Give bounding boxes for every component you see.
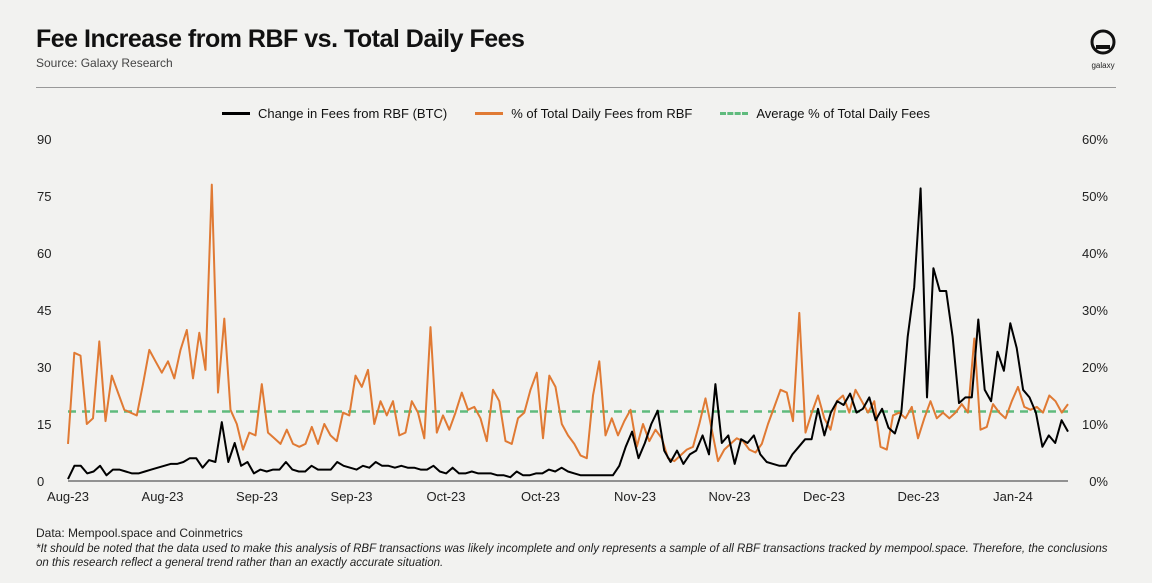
y-right-tick-label: 40% [1082,246,1108,261]
y-right-tick-label: 20% [1082,360,1108,375]
legend-swatch-avg [720,112,749,115]
y-left-tick-label: 60 [37,246,51,261]
line-chart: 0 15 30 45 60 75 90 0% 10% 20% 30% 40% 50% 60% Aug-23 A… [37,132,1108,504]
x-tick-label: Nov-23 [709,489,751,504]
y-right-tick-label: 30% [1082,303,1108,318]
y-left-tick-label: 30 [37,360,51,375]
galaxy-logo: galaxy [1089,29,1117,70]
chart-subtitle: Source: Galaxy Research [36,56,173,70]
y-left-tick-label: 15 [37,417,51,432]
logo-text: galaxy [1091,61,1115,70]
legend-item-pct: % of Total Daily Fees from RBF [475,106,692,121]
legend-label-avg: Average % of Total Daily Fees [756,106,931,121]
x-tick-label: Dec-23 [898,489,940,504]
data-source: Data: Mempool.space and Coinmetrics [36,526,243,540]
series-line-btc [67,187,1069,480]
y-left-tick-label: 0 [37,474,44,489]
legend-item-avg: Average % of Total Daily Fees [720,106,930,121]
y-right-tick-label: 50% [1082,189,1108,204]
y-left-tick-label: 45 [37,303,51,318]
legend-swatch-btc [221,112,250,115]
x-tick-label: Dec-23 [803,489,845,504]
x-tick-label: Oct-23 [426,489,465,504]
legend-item-btc: Change in Fees from RBF (BTC) [221,106,448,121]
chart-title: Fee Increase from RBF vs. Total Daily Fe… [36,25,525,53]
y-right-tick-label: 0% [1089,474,1108,489]
legend-label-btc: Change in Fees from RBF (BTC) [257,106,448,121]
y-left-tick-label: 75 [37,189,51,204]
x-tick-label: Nov-23 [614,489,656,504]
x-tick-label: Aug-23 [47,489,89,504]
footnote: *It should be noted that the data used t… [36,543,1108,569]
y-right-tick-label: 60% [1082,132,1108,147]
x-tick-label: Aug-23 [142,489,184,504]
x-tick-label: Sep-23 [236,489,278,504]
x-tick-label: Jan-24 [993,489,1033,504]
y-right-tick-label: 10% [1082,417,1108,432]
x-tick-label: Oct-23 [521,489,560,504]
legend-swatch-pct [475,112,504,115]
chart-legend: Change in Fees from RBF (BTC) % of Total… [0,106,1152,121]
legend-label-pct: % of Total Daily Fees from RBF [511,106,693,121]
galaxy-logo-icon [1090,29,1116,55]
x-tick-label: Sep-23 [331,489,373,504]
header-divider [36,87,1116,88]
y-left-tick-label: 90 [37,132,51,147]
